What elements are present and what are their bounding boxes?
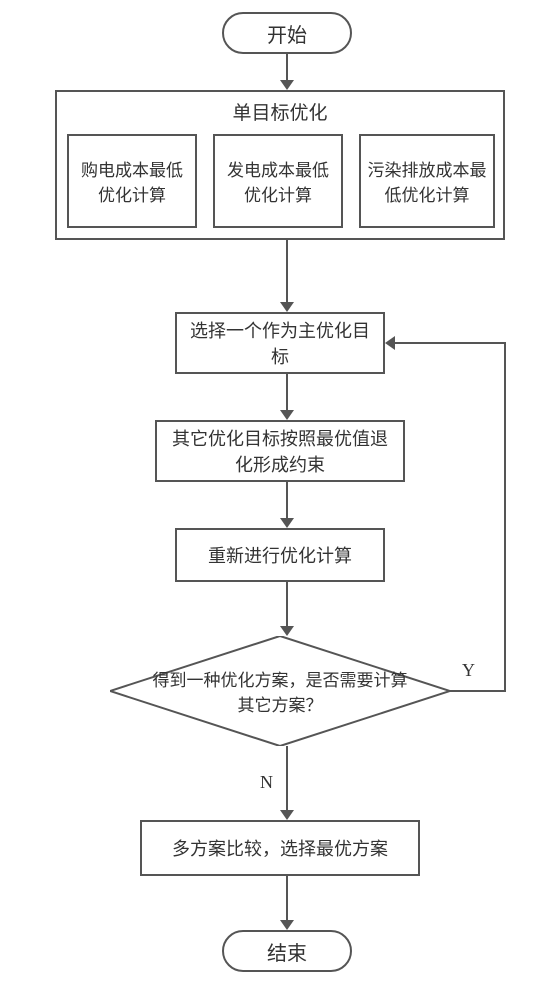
arrow-down-icon <box>280 626 294 636</box>
edge-label-yes: Y <box>462 660 475 681</box>
start-terminator: 开始 <box>222 12 352 54</box>
edge-feedback <box>504 342 506 692</box>
arrow-down-icon <box>280 920 294 930</box>
child-box-emission-cost: 污染排放成本最低优化计算 <box>359 134 495 228</box>
edge <box>286 876 288 920</box>
degrade-constraints-box: 其它优化目标按照最优值退化形成约束 <box>155 420 405 482</box>
edge <box>286 374 288 410</box>
end-label: 结束 <box>267 937 307 966</box>
edge <box>286 240 288 302</box>
compare-box: 多方案比较，选择最优方案 <box>140 820 420 876</box>
arrow-left-icon <box>385 336 395 350</box>
child-box-purchase-cost: 购电成本最低优化计算 <box>67 134 197 228</box>
arrow-down-icon <box>280 410 294 420</box>
edge-label-no: N <box>260 772 273 793</box>
recompute-box: 重新进行优化计算 <box>175 528 385 582</box>
arrow-down-icon <box>280 518 294 528</box>
start-label: 开始 <box>267 19 307 48</box>
group-title: 单目标优化 <box>57 98 503 125</box>
edge-feedback <box>450 690 506 692</box>
edge <box>286 582 288 626</box>
arrow-down-icon <box>280 302 294 312</box>
select-objective-box: 选择一个作为主优化目标 <box>175 312 385 374</box>
end-terminator: 结束 <box>222 930 352 972</box>
decision-diamond: 得到一种优化方案，是否需要计算其它方案？ <box>110 636 450 746</box>
edge <box>286 54 288 82</box>
arrow-down-icon <box>280 810 294 820</box>
arrow-down-icon <box>280 80 294 90</box>
edge-feedback <box>395 342 506 344</box>
child-box-generation-cost: 发电成本最低优化计算 <box>213 134 343 228</box>
edge <box>286 746 288 810</box>
edge <box>286 482 288 518</box>
